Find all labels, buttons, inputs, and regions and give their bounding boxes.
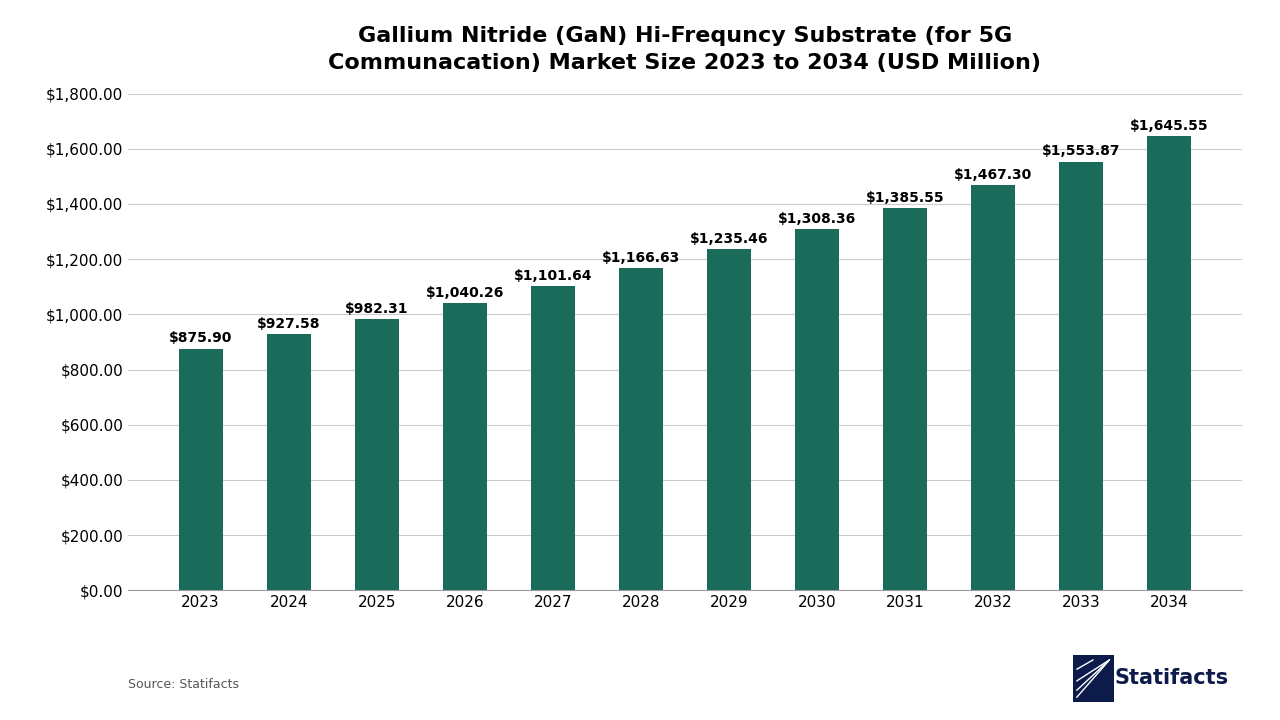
Text: Source: Statifacts: Source: Statifacts <box>128 678 239 691</box>
Bar <box>795 229 838 590</box>
Bar <box>1059 161 1103 590</box>
Bar <box>883 208 927 590</box>
Bar <box>531 287 575 590</box>
Text: $1,040.26: $1,040.26 <box>425 286 504 300</box>
Bar <box>266 334 311 590</box>
Bar <box>179 348 223 590</box>
Text: $1,308.36: $1,308.36 <box>778 212 856 226</box>
Title: Gallium Nitride (GaN) Hi-Frequncy Substrate (for 5G
Communacation) Market Size 2: Gallium Nitride (GaN) Hi-Frequncy Substr… <box>328 26 1042 73</box>
Text: $1,385.55: $1,385.55 <box>865 191 945 204</box>
Text: $1,467.30: $1,467.30 <box>954 168 1032 182</box>
Text: $1,553.87: $1,553.87 <box>1042 144 1120 158</box>
Bar <box>443 303 486 590</box>
Text: $875.90: $875.90 <box>169 331 232 346</box>
Bar <box>618 269 663 590</box>
Bar <box>972 186 1015 590</box>
Text: Statifacts: Statifacts <box>1115 667 1229 688</box>
Text: $1,166.63: $1,166.63 <box>602 251 680 265</box>
Bar <box>1147 136 1190 590</box>
Bar <box>707 249 751 590</box>
Text: $1,101.64: $1,101.64 <box>513 269 593 283</box>
Text: $1,645.55: $1,645.55 <box>1130 119 1208 133</box>
Text: $982.31: $982.31 <box>344 302 408 316</box>
Text: $927.58: $927.58 <box>257 317 320 331</box>
Text: $1,235.46: $1,235.46 <box>690 232 768 246</box>
Bar <box>355 319 398 590</box>
